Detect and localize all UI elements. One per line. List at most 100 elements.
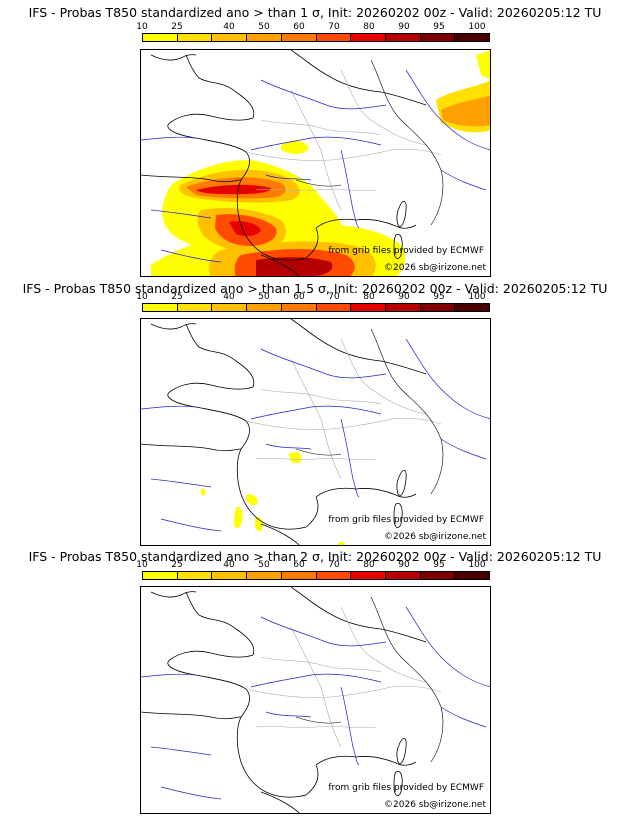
- river: [150, 209, 212, 219]
- colorbar-tick: 100: [468, 560, 486, 570]
- river: [340, 418, 360, 498]
- colorbar-labels: 10 25 40 50 60 70 80 90 95 100: [136, 292, 490, 302]
- colorbar-tick: 80: [363, 22, 375, 32]
- colorbar-swatch: [316, 572, 352, 579]
- colorbar-swatch: [281, 34, 317, 41]
- river: [141, 673, 197, 678]
- colorbar-swatch: [455, 34, 490, 41]
- panel-title: IFS - Probas T850 standardized ano > tha…: [28, 549, 602, 564]
- border: [370, 596, 444, 763]
- prob-area-25: [441, 95, 490, 127]
- colorbar-swatch: [351, 304, 386, 311]
- colorbar-tick: 95: [433, 560, 445, 570]
- colorbar-tick: 100: [468, 22, 486, 32]
- coastline: [141, 174, 242, 183]
- coastline: [315, 487, 417, 498]
- river: [260, 79, 387, 110]
- colorbar-swatch: [351, 572, 386, 579]
- river: [160, 518, 222, 532]
- colorbar-swatch: [177, 572, 213, 579]
- prob-area-80: [229, 221, 261, 237]
- river: [150, 746, 212, 756]
- colorbar-tick: 25: [171, 560, 183, 570]
- border: [295, 448, 342, 456]
- river: [250, 405, 382, 420]
- river: [340, 686, 360, 766]
- prob-area-80: [196, 184, 271, 195]
- map-base: [141, 587, 490, 813]
- map[interactable]: from grib files provided by ECMWF ©2026 …: [140, 586, 491, 814]
- colorbar-tick: 60: [293, 22, 305, 32]
- colorbar-tick: 80: [363, 292, 375, 302]
- border: [340, 338, 427, 415]
- border: [260, 656, 382, 673]
- border: [370, 328, 444, 495]
- colorbar-swatch: [281, 572, 317, 579]
- coastline: [260, 523, 300, 545]
- colorbar-tick: 60: [293, 292, 305, 302]
- colorbar-swatch: [212, 34, 248, 41]
- colorbar-swatch: [212, 304, 248, 311]
- prob-area-80: [256, 257, 333, 276]
- coastline: [393, 233, 403, 260]
- colorbar-swatch: [177, 34, 213, 41]
- colorbar-tick: 70: [328, 22, 340, 32]
- map[interactable]: from grib files provided by ECMWF ©2026 …: [140, 318, 491, 546]
- border: [255, 726, 377, 728]
- river: [260, 616, 387, 647]
- coastline: [290, 319, 427, 375]
- map-canvas: [141, 587, 490, 813]
- map-canvas: [141, 50, 490, 276]
- colorbar: 10 25 40 50 60 70 80 90 95 100: [136, 292, 490, 314]
- credit-source: from grib files provided by ECMWF: [328, 515, 484, 525]
- colorbar-labels: 10 25 40 50 60 70 80 90 95 100: [136, 560, 490, 570]
- colorbar-swatch: [316, 304, 352, 311]
- credit-source: from grib files provided by ECMWF: [328, 246, 484, 256]
- prob-area-10: [281, 140, 309, 154]
- prob-area-10: [245, 494, 258, 505]
- panel-title: IFS - Probas T850 standardized ano > tha…: [22, 281, 608, 296]
- colorbar-swatch: [177, 304, 213, 311]
- border: [290, 626, 342, 748]
- coastline: [393, 502, 403, 529]
- panel-1: IFS - Probas T850 standardized ano > tha…: [0, 0, 630, 277]
- coastline: [141, 711, 242, 720]
- river: [440, 706, 487, 728]
- coastline: [393, 770, 403, 797]
- colorbar-tick: 95: [433, 292, 445, 302]
- border: [245, 685, 442, 698]
- river: [265, 711, 312, 718]
- colorbar-tick: 10: [136, 22, 148, 32]
- coastline: [290, 50, 427, 106]
- colorbar-tick: 80: [363, 560, 375, 570]
- border: [245, 417, 442, 430]
- river: [440, 169, 487, 191]
- prob-area-10: [337, 541, 345, 545]
- colorbar-tick: 10: [136, 292, 148, 302]
- map[interactable]: from grib files provided by ECMWF ©2026 …: [140, 49, 491, 277]
- coastline: [150, 591, 197, 598]
- colorbar-swatch: [455, 304, 490, 311]
- border: [340, 606, 427, 683]
- coastline: [260, 791, 300, 813]
- colorbar: 10 25 40 50 60 70 80 90 95 100: [136, 560, 490, 582]
- coastline: [290, 587, 427, 643]
- colorbar-swatches: [142, 303, 490, 312]
- river: [260, 348, 387, 379]
- colorbar-swatch: [351, 34, 386, 41]
- colorbar-tick: 50: [258, 292, 270, 302]
- colorbar-tick: 95: [433, 22, 445, 32]
- colorbar-tick: 70: [328, 560, 340, 570]
- river: [250, 136, 382, 151]
- colorbar-tick: 90: [398, 292, 410, 302]
- colorbar-tick: 50: [258, 22, 270, 32]
- credit-copyright: ©2026 sb@irizone.net: [384, 263, 486, 273]
- colorbar-swatch: [212, 572, 248, 579]
- coastline: [315, 218, 417, 229]
- colorbar-swatch: [316, 34, 352, 41]
- coastline: [396, 738, 407, 764]
- colorbar-tick: 25: [171, 22, 183, 32]
- colorbar-swatch: [143, 304, 178, 311]
- river: [440, 438, 487, 460]
- probability-field: [200, 451, 345, 545]
